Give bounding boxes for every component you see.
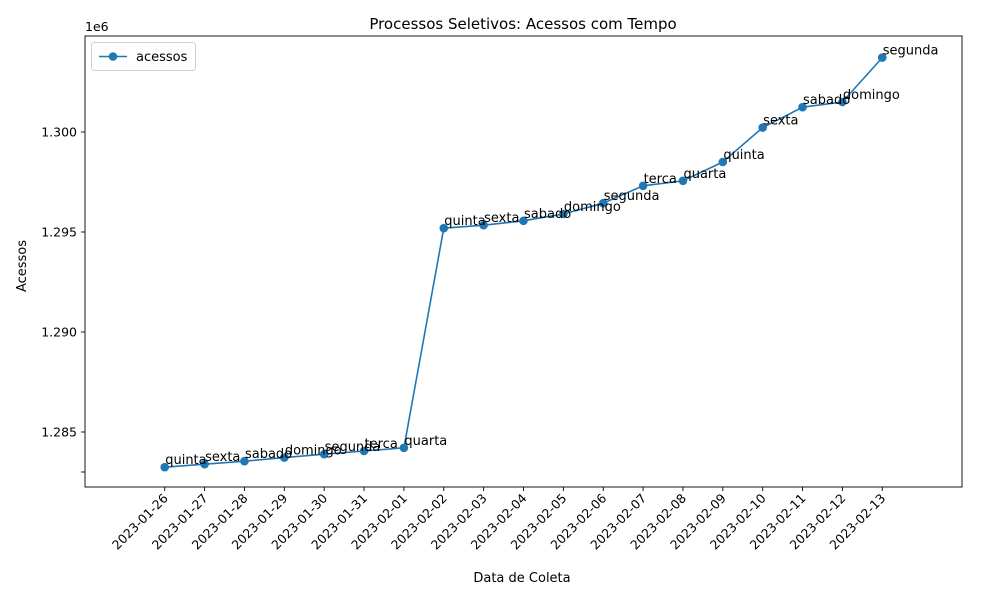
data-point xyxy=(519,216,528,226)
y-axis-title: Acessos xyxy=(15,240,30,292)
data-point xyxy=(479,220,488,230)
data-point xyxy=(758,123,767,132)
point-label: terca xyxy=(365,437,398,452)
y-tick-label: 1.300 xyxy=(41,125,77,140)
data-point xyxy=(359,446,369,456)
point-label: segunda xyxy=(325,440,381,455)
data-point xyxy=(160,462,170,472)
data-point xyxy=(240,456,249,466)
point-label: quinta xyxy=(444,214,485,229)
point-label: terca xyxy=(644,172,677,187)
y-tick-label: 1.290 xyxy=(41,325,77,340)
data-point xyxy=(798,102,807,112)
point-label: quarta xyxy=(404,434,447,449)
data-point xyxy=(559,209,568,219)
y-offset-label: 1e6 xyxy=(85,19,109,34)
point-label: segunda xyxy=(883,44,939,59)
point-label: sabado xyxy=(245,447,292,462)
data-point xyxy=(877,53,887,62)
data-point xyxy=(598,198,608,208)
data-point xyxy=(678,176,688,186)
point-label: sexta xyxy=(484,211,519,226)
data-point xyxy=(280,453,289,462)
point-label: quinta xyxy=(165,453,206,468)
point-label: sabado xyxy=(524,207,571,222)
y-tick-label: 1.295 xyxy=(41,225,77,240)
point-label: domingo xyxy=(564,200,621,215)
y-tick-label: 1.285 xyxy=(41,425,77,440)
point-label: quarta xyxy=(683,167,726,182)
x-axis-title: Data de Coleta xyxy=(473,571,570,586)
data-point xyxy=(399,443,409,453)
point-label: quinta xyxy=(723,148,764,163)
point-label: domingo xyxy=(285,444,342,459)
point-label: sexta xyxy=(205,450,240,465)
point-label: segunda xyxy=(604,189,660,204)
data-point xyxy=(319,449,329,459)
point-label: domingo xyxy=(843,88,900,103)
legend-marker xyxy=(108,52,118,61)
data-point xyxy=(718,157,728,167)
legend: acessos xyxy=(91,42,196,71)
chart-title: Processos Seletivos: Acessos com Tempo xyxy=(369,15,676,33)
legend-box xyxy=(91,42,196,71)
data-point xyxy=(638,181,648,191)
point-label: sabado xyxy=(803,93,850,108)
point-label: sexta xyxy=(763,114,798,129)
legend-label: acessos xyxy=(136,50,188,65)
data-point xyxy=(838,97,847,107)
data-point xyxy=(200,459,209,469)
data-point xyxy=(439,223,449,233)
